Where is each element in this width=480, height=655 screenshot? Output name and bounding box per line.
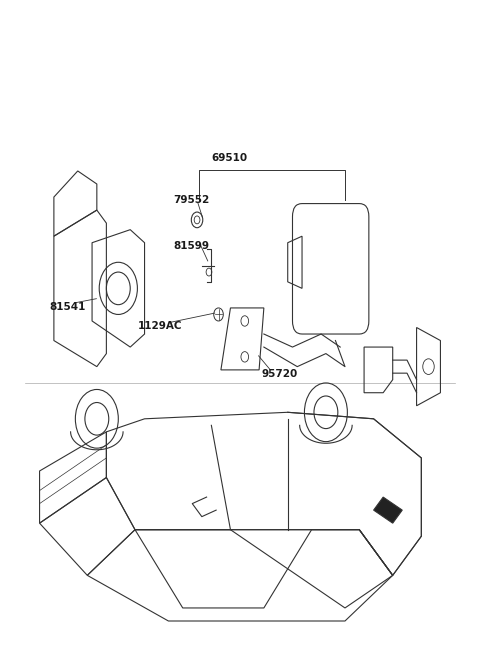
Text: 1129AC: 1129AC: [137, 321, 182, 331]
Text: 95720: 95720: [262, 369, 298, 379]
Polygon shape: [373, 497, 402, 523]
Text: 81599: 81599: [173, 241, 209, 251]
Text: 79552: 79552: [173, 195, 209, 205]
Text: 69510: 69510: [211, 153, 248, 163]
Text: 81541: 81541: [49, 302, 85, 312]
